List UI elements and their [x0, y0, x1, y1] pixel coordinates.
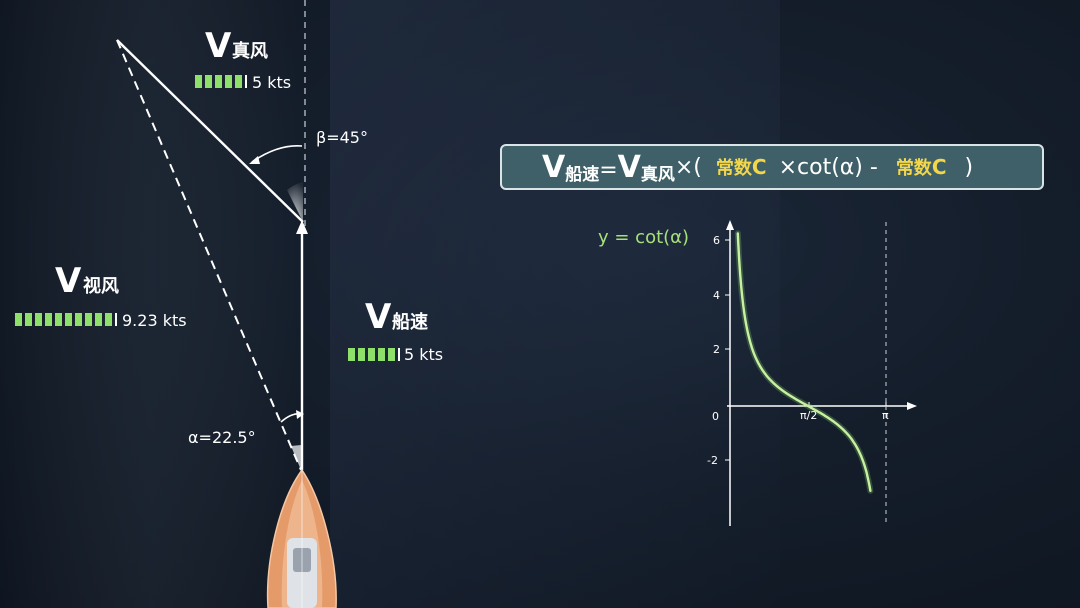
- speed-bar-segment: [235, 75, 242, 88]
- formula-constant-2: 常数: [895, 158, 932, 179]
- formula-rhs-subscript: 真风: [640, 164, 675, 185]
- speed-bar-segment: [368, 348, 375, 361]
- boat-speed-arrowhead: [296, 220, 308, 234]
- speed-bar-segment: [15, 313, 22, 326]
- cot-graph: y = cot(α) 6 4 2 -2 0 π/2 π: [598, 220, 917, 526]
- cot-curve: [736, 232, 872, 492]
- speed-bar-cap: [398, 348, 400, 361]
- speed-bar-segment: [195, 75, 202, 88]
- y-tick-label: 4: [713, 289, 720, 302]
- speed-bar-segment: [215, 75, 222, 88]
- x-axis-arrowhead: [907, 402, 917, 410]
- boat-speed-value: 5 kts: [404, 345, 443, 364]
- formula-constant-2-letter: C: [931, 155, 947, 179]
- speed-bar-segment: [45, 313, 52, 326]
- speed-bar-segment: [358, 348, 365, 361]
- speed-bar-segment: [35, 313, 42, 326]
- beta-sector: [287, 182, 303, 222]
- speed-bar-segment: [55, 313, 62, 326]
- speed-bar-cap: [115, 313, 117, 326]
- formula-constant-1-letter: C: [751, 155, 767, 179]
- formula-banner: V 船速 = V 真风 ×( 常数 C ×cot(α) - 常数 C ): [500, 144, 1044, 190]
- formula-lhs-symbol: V: [542, 149, 566, 185]
- origin-label: 0: [712, 410, 719, 423]
- formula-equals: =: [599, 157, 618, 183]
- sea-highlight: [330, 0, 780, 608]
- formula-times-open: ×(: [674, 154, 702, 180]
- apparent-wind-symbol: V: [55, 261, 82, 301]
- speed-bar-segment: [105, 313, 112, 326]
- true-wind-label: V 真风 5 kts: [195, 26, 291, 92]
- speed-bar-segment: [225, 75, 232, 88]
- true-wind-speed-bar: [195, 75, 247, 88]
- true-wind-vector: [116, 39, 304, 223]
- speed-bar-segment: [95, 313, 102, 326]
- speed-bar-segment: [205, 75, 212, 88]
- speed-bar-segment: [65, 313, 72, 326]
- boat-speed-label: V 船速 5 kts: [348, 297, 443, 364]
- y-tick-label: -2: [707, 454, 718, 467]
- speed-bar-segment: [388, 348, 395, 361]
- speed-bar-segment: [75, 313, 82, 326]
- wake-band: [0, 0, 300, 608]
- formula-rhs-symbol: V: [617, 149, 641, 185]
- apparent-wind-label: V 视风 9.23 kts: [15, 261, 187, 330]
- graph-title: y = cot(α): [598, 227, 689, 248]
- speed-bar-segment: [348, 348, 355, 361]
- beta-arc-arrowhead: [249, 156, 260, 164]
- true-wind-subscript: 真风: [232, 40, 268, 62]
- x-tick-label: π/2: [800, 409, 817, 422]
- apparent-wind-subscript: 视风: [83, 275, 119, 297]
- alpha-angle-label: α=22.5°: [188, 428, 256, 447]
- apparent-wind-vector: [116, 39, 302, 471]
- formula-lhs-subscript: 船速: [565, 164, 600, 185]
- alpha-sector: [291, 445, 301, 470]
- sailboat: [266, 468, 337, 608]
- x-tick-label: π: [882, 409, 889, 422]
- formula-constant-1: 常数: [715, 158, 752, 179]
- speed-bar-cap: [245, 75, 247, 88]
- formula-close: ): [964, 154, 974, 180]
- boat-speed-subscript: 船速: [392, 311, 428, 333]
- speed-bar-segment: [85, 313, 92, 326]
- y-axis-arrowhead: [726, 220, 734, 230]
- boat-speed-symbol: V: [365, 297, 392, 337]
- y-tick-label: 2: [713, 343, 720, 356]
- true-wind-symbol: V: [205, 26, 232, 66]
- alpha-arc-arrowhead: [296, 410, 304, 419]
- speed-bar-segment: [25, 313, 32, 326]
- boat-speed-bar: [348, 348, 400, 361]
- apparent-wind-speed: 9.23 kts: [122, 311, 187, 330]
- speed-bar-segment: [378, 348, 385, 361]
- apparent-wind-speed-bar: [15, 313, 117, 326]
- true-wind-speed: 5 kts: [252, 73, 291, 92]
- formula-cot-term: ×cot(α) -: [778, 154, 878, 180]
- y-tick-label: 6: [713, 234, 720, 247]
- beta-angle-label: β=45°: [316, 128, 368, 147]
